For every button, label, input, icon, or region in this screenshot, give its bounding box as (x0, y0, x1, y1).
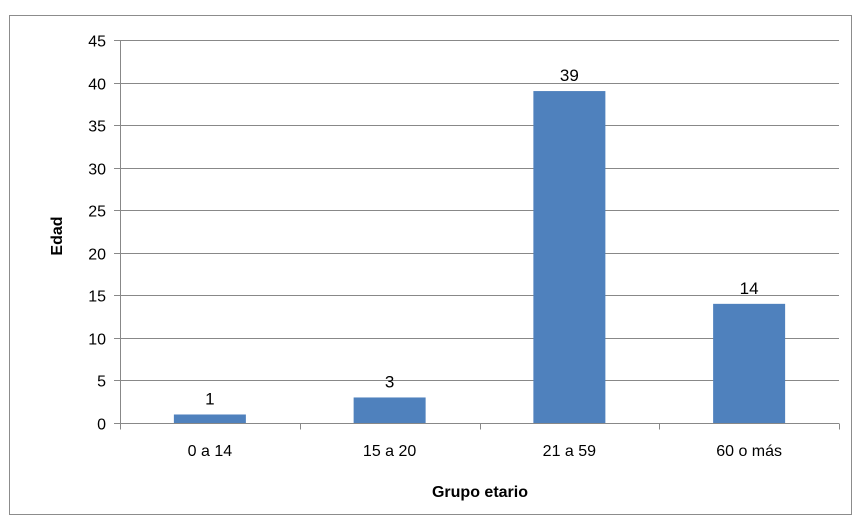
x-tick-label: 60 o más (716, 443, 782, 460)
bar (353, 397, 426, 423)
data-label: 1 (205, 389, 214, 408)
y-tick-label: 15 (88, 289, 106, 306)
y-tick-label: 20 (88, 247, 106, 264)
y-tick-label: 25 (88, 204, 106, 221)
x-tick-labels: 0 a 14 15 a 20 21 a 59 60 o más (188, 443, 782, 460)
axes (114, 40, 840, 430)
y-axis-title: Edad (49, 216, 66, 255)
bars (173, 91, 786, 424)
y-tick-label: 35 (88, 119, 106, 136)
x-tick-label: 15 a 20 (363, 443, 416, 460)
y-tick-label: 5 (97, 374, 106, 391)
y-tick-label: 10 (88, 332, 106, 349)
bar (713, 303, 786, 423)
y-tick-label: 45 (88, 34, 106, 51)
data-label: 3 (385, 372, 394, 391)
x-tick-label: 0 a 14 (188, 443, 233, 460)
bar (533, 91, 606, 424)
bar (173, 414, 246, 423)
y-tick-label: 40 (88, 77, 106, 94)
y-tick-label: 30 (88, 162, 106, 179)
x-tick-label: 21 a 59 (543, 443, 596, 460)
chart-area (9, 15, 852, 515)
y-tick-labels: 0 5 10 15 20 25 30 35 40 45 (88, 34, 106, 434)
data-label: 14 (740, 279, 759, 298)
data-label: 39 (560, 66, 579, 85)
y-tick-label: 0 (97, 417, 106, 434)
data-labels: 1 3 39 14 (205, 66, 758, 408)
x-axis-title: Grupo etario (432, 484, 528, 501)
